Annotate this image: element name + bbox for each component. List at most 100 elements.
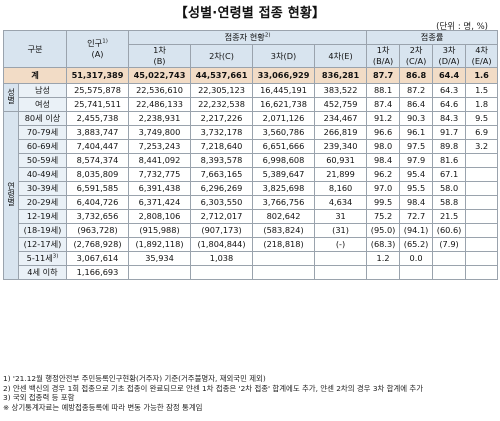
cell-dose-3: 16,445,191 (252, 83, 316, 98)
header-rate: 접종률 (366, 30, 499, 45)
cell-rate-1: 1.2 (366, 251, 401, 266)
cell-dose-4: 31 (314, 209, 368, 224)
cell-dose-4: 836,281 (314, 67, 368, 84)
cell-dose-2: 6,296,269 (190, 181, 254, 196)
cell-rate-3: 91.7 (432, 125, 467, 140)
footnote-4: ※ 상기통계자료는 예방접종등록에 따라 변동 가능한 잠정 통계임 (3, 402, 203, 412)
cell-rate-4: 9.5 (465, 111, 499, 126)
cell-dose-1: 22,486,133 (128, 97, 192, 112)
cell-dose-2: (907,173) (190, 223, 254, 238)
cell-dose-3: 3,560,786 (252, 125, 316, 140)
cell-rate-4 (465, 265, 499, 280)
cell-dose-1: 45,022,743 (128, 67, 192, 84)
cell-rate-4: 1.6 (465, 67, 499, 84)
cell-dose-2: 3,732,178 (190, 125, 254, 140)
cell-dose-3: (218,818) (252, 237, 316, 252)
cell-dose-1: 2,808,106 (128, 209, 192, 224)
cell-dose-2: 7,218,640 (190, 139, 254, 154)
cell-dose-3: (583,824) (252, 223, 316, 238)
cell-dose-4: 4,634 (314, 195, 368, 210)
cell-dose-1: 6,371,424 (128, 195, 192, 210)
table-row: 60-69세 7,404,447 7,253,243 7,218,640 6,651,6… (4, 139, 499, 154)
row-label: 12-19세 (17, 209, 68, 224)
row-label: 30-39세 (17, 181, 68, 196)
cell-dose-2: 1,038 (190, 251, 254, 266)
cell-rate-2: 90.3 (399, 111, 434, 126)
cell-dose-2: 22,232,538 (190, 97, 254, 112)
cell-population: 3,732,656 (66, 209, 130, 224)
cell-rate-2: 86.4 (399, 97, 434, 112)
footnote-2: 2) 얀센 백신의 경우 1회 접종으로 기초 접종이 완료되므로 얀센 1차 … (3, 383, 424, 393)
cell-dose-4: 21,899 (314, 167, 368, 182)
row-label: 60-69세 (17, 139, 68, 154)
cell-dose-1 (128, 265, 192, 280)
row-label: (18-19세) (17, 223, 68, 238)
cell-rate-2: 86.8 (399, 67, 434, 84)
cell-rate-1: 99.5 (366, 195, 401, 210)
cell-rate-3: 64.4 (432, 67, 467, 84)
cell-dose-2: 2,712,017 (190, 209, 254, 224)
row-label: 남성 (17, 83, 68, 98)
cell-dose-4: 234,467 (314, 111, 368, 126)
footnote-3: 3) 국외 접종력 등 포함 (3, 393, 75, 403)
cell-rate-2: (65.2) (399, 237, 434, 252)
cell-population: (2,768,928) (66, 237, 130, 252)
table-row: 여성 25,741,511 22,486,133 22,232,538 16,621,7… (4, 97, 499, 112)
cell-dose-1: 8,441,092 (128, 153, 192, 168)
header-dose-4: 4차(E) (314, 44, 368, 68)
cell-population: 6,591,585 (66, 181, 130, 196)
group-label: 연령별 (3, 111, 19, 280)
cell-rate-3: 89.8 (432, 139, 467, 154)
cell-rate-1: 91.2 (366, 111, 401, 126)
cell-dose-2: 2,217,226 (190, 111, 254, 126)
cell-population: 7,404,447 (66, 139, 130, 154)
table-row: 성별 남성 25,575,878 22,536,610 22,305,123 16,445… (3, 83, 499, 112)
row-label: 20-29세 (17, 195, 68, 210)
cell-rate-2: 97.9 (399, 153, 434, 168)
cell-rate-3: 64.3 (432, 83, 467, 98)
footnotes: 1) '21.12월 행정안전부 주민등록인구현황(거주자) 기준(거주불명자,… (3, 374, 497, 412)
cell-rate-2: 72.7 (399, 209, 434, 224)
cell-dose-1: 2,238,931 (128, 111, 192, 126)
header-dose-2: 2차(C) (190, 44, 254, 68)
header-rate-3: 3차 (D/A) (432, 44, 467, 68)
header-rate-4: 4차 (E/A) (465, 44, 499, 68)
row-label: 4세 이하 (17, 265, 68, 280)
unit-label: (단위 : 명, %) (436, 22, 488, 32)
row-label: 계 (2, 67, 68, 84)
header-rate-1: 1차 (B/A) (366, 44, 401, 68)
cell-rate-2: 95.5 (399, 181, 434, 196)
cell-rate-3 (432, 251, 467, 266)
cell-dose-3: 6,998,608 (252, 153, 316, 168)
cell-population: 51,317,389 (66, 67, 130, 84)
header-gubun: 구분 (2, 30, 68, 68)
cell-rate-2: 98.4 (399, 195, 434, 210)
cell-rate-3: 58.0 (432, 181, 467, 196)
cell-rate-3: (7.9) (432, 237, 467, 252)
cell-rate-3: 64.6 (432, 97, 467, 112)
cell-population: 8,035,809 (66, 167, 130, 182)
header-dose-3: 3차(D) (252, 44, 316, 68)
cell-dose-3: 2,071,126 (252, 111, 316, 126)
cell-population: 25,575,878 (66, 83, 130, 98)
table-row: 50-59세 8,574,374 8,441,092 8,393,578 6,998,6… (4, 153, 499, 168)
cell-dose-3 (252, 251, 316, 266)
table-row: 5-11세3) 3,067,614 35,934 1,038 1.2 0.0 (4, 251, 499, 266)
cell-dose-2: 7,663,165 (190, 167, 254, 182)
header-population: 인구1) (A) (66, 30, 130, 68)
row-label: 80세 이상 (17, 111, 68, 126)
cell-rate-2: 96.1 (399, 125, 434, 140)
cell-rate-1: 88.1 (366, 83, 401, 98)
table-row: 70-79세 3,883,747 3,749,800 3,732,178 3,560,7… (4, 125, 499, 140)
cell-rate-1: 87.4 (366, 97, 401, 112)
cell-rate-3: 21.5 (432, 209, 467, 224)
cell-population: 6,404,726 (66, 195, 130, 210)
cell-dose-4: 60,931 (314, 153, 368, 168)
cell-rate-4 (465, 251, 499, 266)
cell-dose-1: (915,988) (128, 223, 192, 238)
cell-population: 25,741,511 (66, 97, 130, 112)
cell-dose-3: 6,651,666 (252, 139, 316, 154)
cell-rate-1: 98.4 (366, 153, 401, 168)
header-rate-2: 2차 (C/A) (399, 44, 434, 68)
table-row: 4세 이하 1,166,693 (4, 265, 499, 280)
